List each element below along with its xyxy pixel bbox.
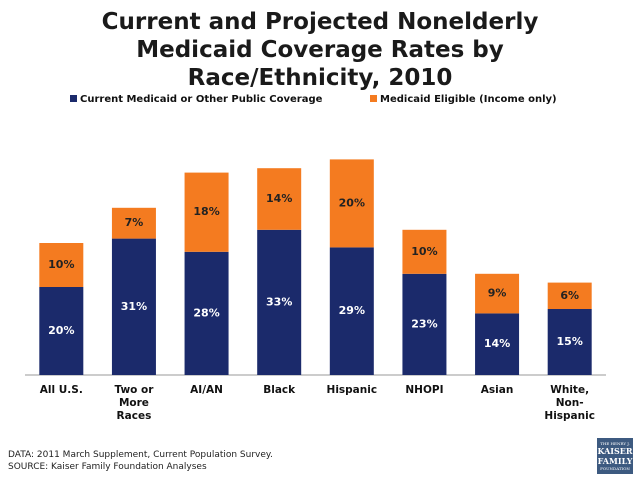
x-tick-label: Black [263,384,296,396]
data-label: 28% [193,306,219,319]
data-label: 29% [339,304,365,317]
x-tick-label: White, Non-Hispanic [544,384,595,422]
bar-segment [475,313,520,375]
bar-segment [547,309,592,375]
logo-text: FOUNDATION [600,466,630,471]
bar-segment [329,247,374,375]
bar-segment [184,172,229,252]
x-tick-label: Hispanic [326,384,378,396]
chart-title: Current and Projected Nonelderly Medicai… [101,9,539,91]
data-label: 14% [266,192,292,205]
x-tick-label: AI/AN [190,384,223,396]
data-label: 14% [484,337,510,350]
bar-segment [402,273,447,375]
data-label: 20% [339,196,365,209]
bar-segment [402,229,447,274]
legend-swatch [70,95,77,102]
bar-segment [257,229,302,375]
bar-segment [329,159,374,248]
bar-segment [475,273,520,314]
data-label: 6% [560,289,579,302]
x-tick-label: Two or More Races [114,384,154,422]
bar-segment [111,238,156,375]
bar-segment [547,282,592,309]
x-tick-label: Asian [480,384,514,396]
logo-text: FAMILY [597,456,633,466]
bar-segment [184,251,229,375]
bar-segment [257,168,302,230]
data-label: 15% [557,335,583,348]
legend-label: Medicaid Eligible (Income only) [380,94,557,105]
data-label: 33% [266,295,292,308]
data-label: 10% [48,258,74,271]
logo: THE HENRY J. KAISER FAMILY FOUNDATION [597,438,633,474]
x-tick-label: All U.S. [39,384,83,396]
data-label: 18% [193,205,219,218]
data-label: 9% [488,287,507,300]
data-label: 20% [48,324,74,337]
data-label: 10% [411,245,437,258]
logo-text: KAISER [597,446,633,456]
data-label: 7% [125,216,144,229]
legend-swatch [370,95,377,102]
source-note: SOURCE: Kaiser Family Foundation Analyse… [8,462,207,472]
bar-segment [39,287,84,375]
logo-text: THE HENRY J. [600,441,630,446]
bar-segment [39,243,84,287]
data-note: DATA: 2011 March Supplement, Current Pop… [8,450,273,460]
data-label: 31% [121,300,147,313]
bar-segment [111,207,156,239]
legend-label: Current Medicaid or Other Public Coverag… [80,94,323,105]
data-label: 23% [411,317,437,330]
x-tick-label: NHOPI [405,384,444,396]
